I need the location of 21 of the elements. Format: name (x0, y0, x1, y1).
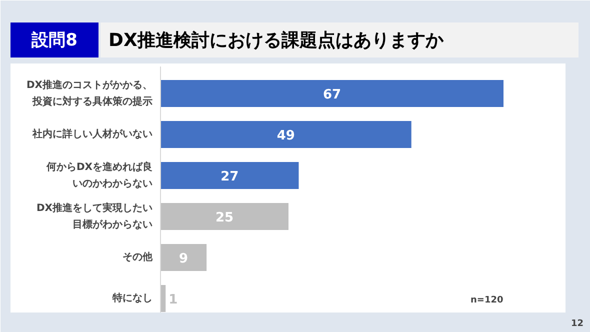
bar (160, 162, 299, 189)
y-tick-label: DX推進をして実現したい目標がわからない (36, 202, 153, 230)
data-label: 67 (322, 88, 342, 102)
data-label: 9 (179, 252, 188, 266)
bar (160, 80, 504, 107)
y-tick-label: 社内に詳しい人材がいない (32, 128, 152, 140)
data-label: 49 (276, 128, 295, 144)
text: 12 (570, 319, 584, 329)
y-tick-label: DX推進のコストがかかる、投資に対する具体策の提示 (26, 78, 153, 108)
annotation: n=120 (470, 296, 504, 306)
chart-title: DX推進検討における課題点はありますか (108, 30, 444, 51)
bar (160, 203, 288, 230)
text: 設問8 (30, 30, 78, 50)
data-label: 25 (215, 210, 234, 226)
y-tick-label: 何からDXを進めれば良いのかわからない (45, 160, 153, 190)
bar (160, 244, 207, 271)
y-tick-label: 特になし (112, 292, 152, 304)
data-label: 1 (168, 292, 178, 308)
y-tick-label: その他 (122, 251, 154, 263)
bar (160, 121, 412, 148)
data-label: 27 (220, 170, 239, 184)
